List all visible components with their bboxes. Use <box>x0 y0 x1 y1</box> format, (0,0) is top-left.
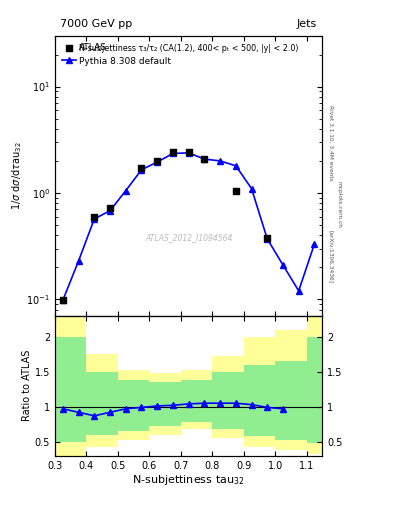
Pythia 8.308 default <box>123 187 128 194</box>
Y-axis label: 1/$\sigma$ d$\sigma$/d$\tau$au$_{32}$: 1/$\sigma$ d$\sigma$/d$\tau$au$_{32}$ <box>10 141 24 210</box>
Pythia 8.308 default <box>155 159 160 165</box>
ATLAS <box>60 296 66 304</box>
Text: [arXiv:1306.3436]: [arXiv:1306.3436] <box>328 229 333 283</box>
ATLAS <box>233 186 239 195</box>
Text: N-subjettiness τ₃/τ₂ (CA(1.2), 400< pₜ < 500, |y| < 2.0): N-subjettiness τ₃/τ₂ (CA(1.2), 400< pₜ <… <box>79 44 298 53</box>
Pythia 8.308 default <box>61 297 65 303</box>
Pythia 8.308 default <box>265 236 270 242</box>
ATLAS <box>185 148 192 157</box>
Pythia 8.308 default <box>186 150 191 156</box>
ATLAS <box>107 204 113 212</box>
Pythia 8.308 default <box>312 241 317 247</box>
Pythia 8.308 default <box>76 258 81 264</box>
ATLAS <box>170 148 176 157</box>
Line: Pythia 8.308 default: Pythia 8.308 default <box>60 150 317 303</box>
Pythia 8.308 default <box>233 163 238 169</box>
Pythia 8.308 default <box>281 262 285 268</box>
Pythia 8.308 default <box>92 216 97 222</box>
Text: ATLAS_2012_I1094564: ATLAS_2012_I1094564 <box>145 233 232 242</box>
Y-axis label: Ratio to ATLAS: Ratio to ATLAS <box>22 350 32 421</box>
ATLAS <box>91 212 97 221</box>
ATLAS <box>138 164 145 173</box>
Pythia 8.308 default <box>202 156 207 162</box>
Text: Jets: Jets <box>297 19 317 29</box>
Pythia 8.308 default <box>171 151 175 157</box>
Text: 7000 GeV pp: 7000 GeV pp <box>61 19 132 29</box>
Pythia 8.308 default <box>249 185 254 191</box>
ATLAS <box>154 157 160 165</box>
Pythia 8.308 default <box>296 288 301 294</box>
Pythia 8.308 default <box>218 158 222 164</box>
Pythia 8.308 default <box>108 208 112 214</box>
Pythia 8.308 default <box>139 167 144 173</box>
Legend: ATLAS, Pythia 8.308 default: ATLAS, Pythia 8.308 default <box>59 40 174 68</box>
Text: Rivet 3.1.10, 3.4M events: Rivet 3.1.10, 3.4M events <box>328 105 333 181</box>
Text: mcplots.cern.ch: mcplots.cern.ch <box>336 181 341 228</box>
ATLAS <box>201 155 208 163</box>
ATLAS <box>264 233 270 242</box>
X-axis label: N-subjettiness tau$_{32}$: N-subjettiness tau$_{32}$ <box>132 473 245 487</box>
